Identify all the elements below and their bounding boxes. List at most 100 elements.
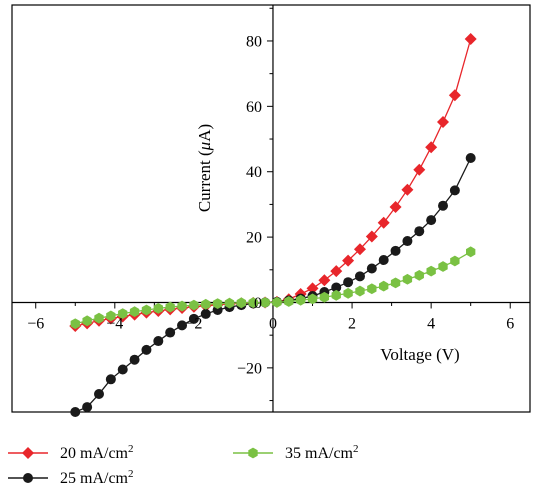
data-point — [93, 389, 104, 400]
data-point — [318, 274, 331, 287]
data-point — [70, 407, 81, 417]
legend-marker — [22, 447, 34, 459]
x-tick-label: 0 — [269, 315, 277, 332]
x-axis-label: Voltage (V) — [380, 345, 459, 364]
data-point — [212, 298, 223, 310]
plot-frame — [11, 4, 531, 413]
data-point — [330, 265, 343, 278]
data-point — [343, 277, 354, 288]
data-point — [355, 285, 365, 297]
x-tick-label: −6 — [27, 315, 44, 332]
data-point — [94, 312, 104, 324]
legend-label: 20 mA/cm2 — [60, 443, 134, 462]
data-point — [118, 308, 128, 319]
data-point — [465, 152, 476, 163]
data-point — [343, 287, 353, 299]
y-tick-label: −20 — [237, 360, 262, 377]
data-point — [82, 315, 92, 327]
data-point — [70, 318, 80, 330]
data-point — [331, 289, 341, 301]
data-point — [284, 296, 294, 307]
legend-label-unit: 35 mA/cm — [285, 445, 354, 462]
data-point — [260, 297, 270, 308]
y-axis-label-mu: μ — [195, 142, 214, 152]
data-point — [402, 273, 413, 285]
legend-item-3: 35 mA/cm2 — [233, 443, 359, 462]
legend-item-1: 20 mA/cm2 — [8, 443, 134, 462]
data-point — [414, 269, 424, 281]
data-point — [165, 301, 175, 313]
legend-label-unit: 25 mA/cm — [60, 470, 129, 487]
y-tick-label: 60 — [246, 99, 262, 116]
legend-item-2: 25 mA/cm2 — [8, 468, 134, 487]
data-point — [200, 308, 211, 319]
y-tick-label: 20 — [246, 230, 262, 247]
data-point — [366, 263, 377, 274]
data-point — [466, 246, 476, 258]
data-point — [129, 306, 140, 318]
series-line — [75, 251, 472, 325]
data-point — [129, 354, 140, 365]
legend-label-unit: 20 mA/cm — [60, 445, 129, 462]
legend-label: 25 mA/cm2 — [60, 468, 134, 487]
data-point — [353, 243, 366, 256]
y-tick-label: 40 — [246, 164, 262, 181]
data-point — [354, 271, 365, 282]
data-point — [319, 291, 330, 303]
data-point — [331, 282, 342, 293]
legend-label-superscript: 2 — [353, 443, 359, 455]
data-point — [413, 163, 426, 176]
axis-text-layer: Voltage (V) Current (μA) −6 −4 −2 0 2 4 6−2002… — [27, 33, 514, 377]
data-point — [105, 374, 116, 385]
data-point — [426, 215, 437, 226]
data-point — [450, 255, 460, 267]
x-tick-label: 4 — [427, 315, 435, 332]
x-tick-label: −4 — [106, 315, 123, 332]
data-point — [414, 226, 425, 237]
y-axis-label-prefix: Current ( — [195, 150, 214, 212]
data-point — [449, 185, 460, 196]
y-tick-label: 80 — [246, 33, 262, 50]
legend-label-superscript: 2 — [128, 468, 134, 480]
x-tick-label: −2 — [185, 315, 202, 332]
data-point — [177, 300, 187, 312]
data-point — [236, 297, 247, 309]
data-point — [365, 230, 378, 243]
data-point — [117, 364, 128, 375]
y-tick-label: 0 — [254, 295, 262, 312]
data-point — [82, 402, 93, 413]
data-point — [342, 254, 355, 267]
data-point — [390, 245, 401, 256]
data-point — [367, 283, 377, 295]
series-layer — [69, 32, 477, 417]
data-point — [141, 344, 152, 355]
legend-marker — [248, 447, 258, 459]
data-point — [106, 310, 116, 322]
data-point — [448, 89, 461, 102]
data-point — [295, 294, 306, 306]
data-point — [165, 327, 176, 338]
data-point — [188, 313, 199, 324]
data-point — [426, 265, 436, 277]
data-point — [377, 216, 390, 229]
data-point — [464, 32, 477, 45]
legend-label: 35 mA/cm2 — [285, 443, 359, 462]
data-point — [438, 200, 449, 211]
data-point — [379, 280, 389, 292]
data-point — [153, 302, 163, 314]
data-point — [307, 293, 318, 305]
data-point — [189, 299, 199, 311]
data-point — [390, 277, 401, 289]
x-tick-label: 6 — [506, 315, 514, 332]
data-point — [438, 261, 448, 272]
legend-label-superscript: 2 — [128, 443, 134, 455]
data-point — [425, 141, 438, 154]
data-point — [201, 298, 211, 310]
data-point — [378, 254, 389, 265]
data-point — [248, 297, 258, 309]
y-axis-label-suffix: A) — [195, 124, 214, 142]
data-point — [177, 320, 188, 331]
legend-marker — [23, 473, 33, 483]
data-point — [141, 304, 152, 316]
